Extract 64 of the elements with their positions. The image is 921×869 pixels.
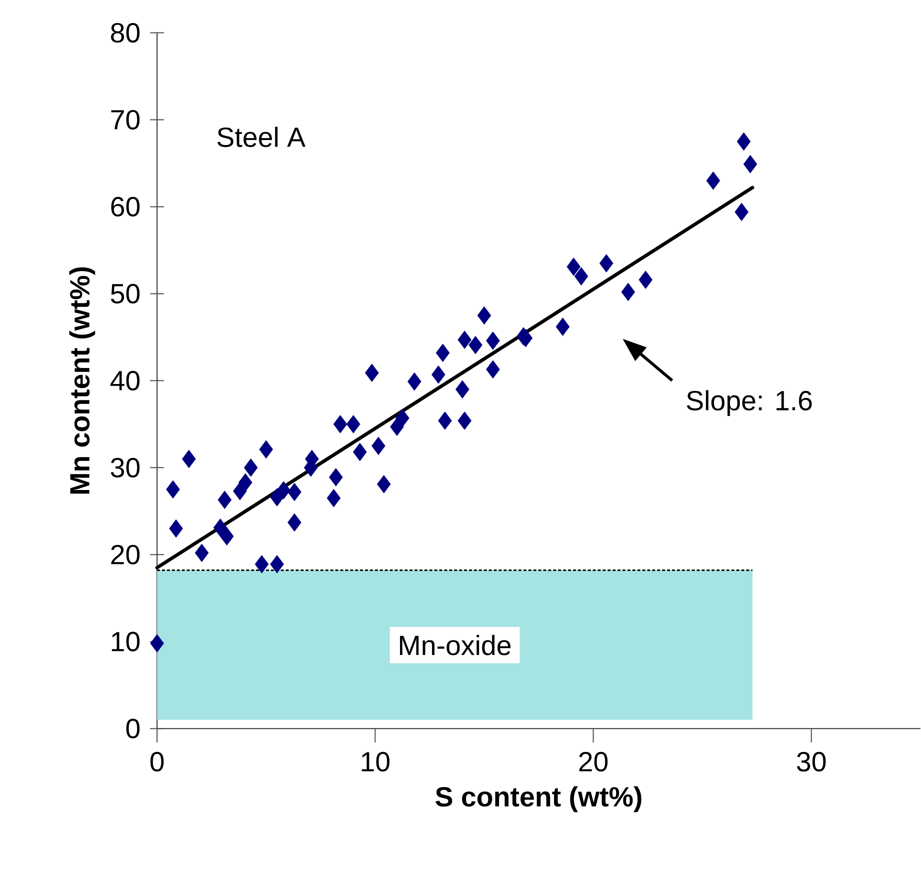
y-tick-label: 40 (110, 371, 140, 391)
annotation: Slope: 1.6 (686, 390, 812, 416)
point (376, 475, 391, 494)
point (213, 518, 228, 537)
point (270, 555, 284, 574)
point (220, 527, 234, 546)
point (194, 544, 209, 562)
y-tick-label: 30 (110, 458, 140, 478)
point (621, 282, 636, 302)
point (326, 489, 341, 508)
y-tick-label: 20 (111, 544, 140, 565)
x-axis-title: S content (wt%) (436, 786, 642, 812)
point (486, 360, 500, 379)
band-label: Mn-oxide (400, 635, 511, 656)
point (438, 412, 452, 430)
y-tick-label: 10 (112, 632, 140, 652)
y-axis-title: Mn content (wt%) (69, 267, 96, 494)
point (288, 513, 302, 532)
point (743, 155, 758, 174)
point (333, 415, 348, 434)
point (477, 306, 492, 325)
point (169, 520, 183, 538)
point (468, 336, 482, 354)
y-tick-label: 70 (111, 110, 140, 130)
point (328, 468, 343, 487)
y-tick-label: 80 (111, 23, 140, 43)
point (408, 372, 422, 391)
point (166, 480, 180, 499)
x-tick-label: 10 (362, 752, 390, 772)
point (556, 318, 570, 336)
point (566, 258, 581, 276)
point (431, 366, 446, 384)
y-tick-label: 60 (111, 197, 140, 217)
point (244, 458, 258, 477)
point (455, 380, 470, 399)
x-tick-label: 20 (579, 752, 608, 772)
annotation: Steel A (217, 126, 306, 148)
point (352, 442, 367, 462)
point (259, 440, 274, 459)
point (372, 436, 386, 456)
y-tick-label: 50 (110, 284, 140, 304)
point (182, 450, 196, 468)
point (218, 490, 232, 510)
x-tick-label: 0 (150, 752, 164, 772)
point (736, 132, 751, 151)
point (574, 267, 588, 286)
y-tick-label: 0 (126, 718, 140, 739)
point (458, 412, 472, 430)
point (436, 344, 450, 362)
point (346, 415, 360, 434)
point (599, 254, 614, 273)
point (706, 172, 720, 190)
point (486, 332, 500, 350)
point (638, 270, 653, 290)
point (276, 481, 290, 500)
point (396, 409, 410, 428)
point (364, 364, 379, 382)
point (238, 473, 252, 492)
x-tick-label: 30 (797, 752, 826, 772)
point (458, 330, 472, 350)
point (150, 634, 164, 653)
point (254, 555, 269, 574)
point (288, 483, 302, 502)
point (734, 202, 748, 222)
